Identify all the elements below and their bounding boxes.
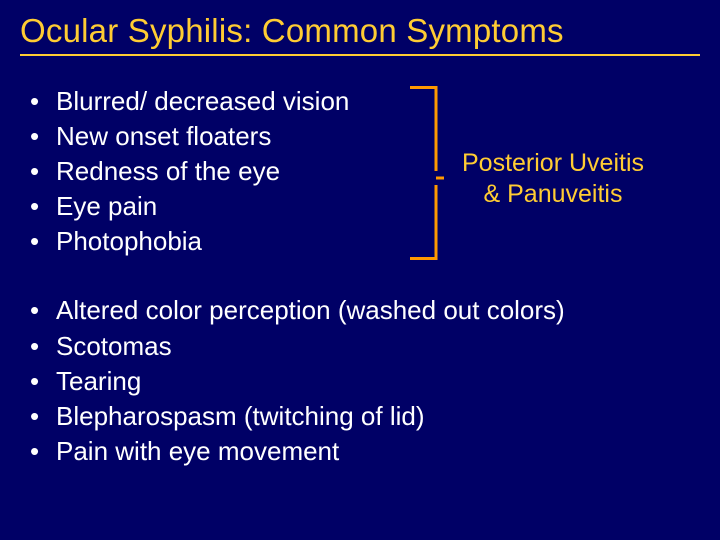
list-item: Pain with eye movement: [20, 434, 700, 469]
slide-content: Blurred/ decreased vision New onset floa…: [0, 56, 720, 469]
list-item: Tearing: [20, 364, 700, 399]
symptom-list-2: Altered color perception (washed out col…: [20, 293, 700, 468]
list-item: Altered color perception (washed out col…: [20, 293, 700, 328]
slide-title: Ocular Syphilis: Common Symptoms: [20, 12, 700, 56]
spacer: [20, 259, 700, 293]
list-item: Blepharospasm (twitching of lid): [20, 399, 700, 434]
group-1-row: Blurred/ decreased vision New onset floa…: [20, 84, 700, 259]
annotation-line-2: & Panuveitis: [462, 179, 644, 210]
annotation-line-1: Posterior Uveitis: [462, 148, 644, 179]
list-item: Blurred/ decreased vision: [20, 84, 700, 119]
list-item: Scotomas: [20, 329, 700, 364]
annotation-label: Posterior Uveitis & Panuveitis: [462, 148, 644, 211]
list-item: Photophobia: [20, 224, 700, 259]
